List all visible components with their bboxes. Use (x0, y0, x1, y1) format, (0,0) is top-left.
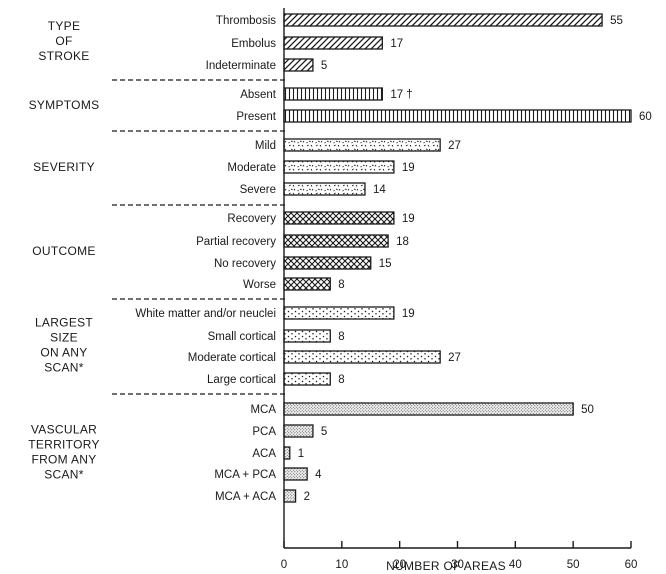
value-label: 14 (373, 184, 386, 196)
group-label: ON ANY (40, 346, 87, 360)
bar (283, 277, 331, 291)
category-label: Partial recovery (196, 236, 276, 248)
category-label: Recovery (227, 213, 276, 225)
value-label: 4 (315, 469, 322, 481)
value-label: 8 (338, 331, 344, 343)
group-label: VASCULAR (31, 423, 97, 437)
category-label: ACA (252, 448, 276, 460)
group-label: TERRITORY (28, 438, 100, 452)
bar (283, 211, 395, 225)
category-label: PCA (252, 426, 276, 438)
group-label: OUTCOME (32, 244, 95, 258)
group-label: SIZE (50, 331, 78, 345)
value-label: 8 (338, 374, 344, 386)
value-label: 55 (610, 15, 623, 27)
category-label: Moderate (227, 162, 276, 174)
group-label: SCAN* (44, 468, 84, 482)
value-label: 18 (396, 236, 409, 248)
category-label: Mild (255, 140, 276, 152)
group-label: FROM ANY (31, 453, 96, 467)
x-axis-title: NUMBER OF AREAS (386, 559, 506, 573)
value-label: 27 (448, 352, 461, 364)
x-tick-label: 10 (335, 559, 348, 571)
x-tick-label: 50 (567, 559, 580, 571)
category-label: Large cortical (207, 374, 276, 386)
group-label: SCAN* (44, 361, 84, 375)
bar (283, 306, 395, 320)
value-label: 5 (321, 426, 327, 438)
bar (283, 329, 331, 343)
value-label: 19 (402, 213, 415, 225)
x-tick-label: 60 (625, 559, 638, 571)
category-label: MCA + PCA (214, 469, 276, 481)
bar (283, 13, 603, 27)
group-label: OF (55, 34, 72, 48)
category-label: Moderate cortical (188, 352, 276, 364)
bar (283, 372, 331, 386)
value-label: 8 (338, 279, 344, 291)
bar (283, 467, 308, 481)
bar (283, 87, 383, 101)
bar (283, 160, 395, 174)
value-label: 1 (298, 448, 304, 460)
bar (283, 256, 372, 270)
group-label: LARGEST (35, 316, 93, 330)
bar (283, 402, 574, 416)
bar (283, 58, 314, 72)
bar (283, 446, 291, 460)
bar (283, 350, 441, 364)
bar (283, 234, 389, 248)
x-tick-label: 40 (509, 559, 522, 571)
bar (283, 138, 441, 152)
category-label: Thrombosis (216, 15, 276, 27)
value-label: 5 (321, 60, 327, 72)
category-label: Worse (243, 279, 276, 291)
value-label: 17 † (390, 89, 412, 101)
group-label: SEVERITY (33, 160, 95, 174)
x-tick-label: 30 (451, 559, 464, 571)
value-label: 17 (390, 38, 403, 50)
value-label: 19 (402, 308, 415, 320)
value-label: 50 (581, 404, 594, 416)
x-tick-label: 20 (393, 559, 406, 571)
bar (283, 36, 383, 50)
category-label: Present (236, 111, 276, 123)
category-label: Indeterminate (206, 60, 276, 72)
bar (283, 109, 632, 123)
category-label: No recovery (214, 258, 276, 270)
category-label: Small cortical (208, 331, 276, 343)
value-label: 15 (379, 258, 392, 270)
value-label: 2 (304, 491, 310, 503)
value-label: 19 (402, 162, 415, 174)
category-label: Embolus (231, 38, 276, 50)
group-label: STROKE (38, 49, 89, 63)
value-label: 27 (448, 140, 461, 152)
bar (283, 489, 297, 503)
category-label: Severe (240, 184, 276, 196)
value-label: 60 (639, 111, 652, 123)
category-label: MCA + ACA (215, 491, 276, 503)
bar (283, 182, 366, 196)
category-label: Absent (240, 89, 277, 101)
category-label: White matter and/or neuclei (135, 308, 276, 320)
x-tick-label: 0 (281, 559, 287, 571)
group-label: SYMPTOMS (29, 98, 100, 112)
group-label: TYPE (48, 19, 81, 33)
bar (283, 424, 314, 438)
category-label: MCA (250, 404, 276, 416)
